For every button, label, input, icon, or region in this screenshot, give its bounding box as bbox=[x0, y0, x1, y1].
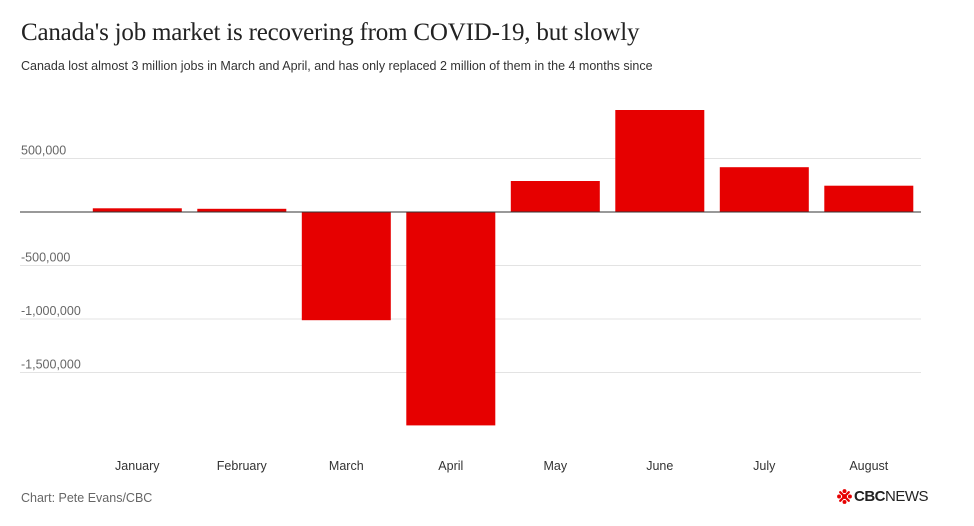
bar-april bbox=[406, 212, 496, 426]
x-tick-label: January bbox=[115, 459, 160, 473]
chart-subtitle: Canada lost almost 3 million jobs in Mar… bbox=[21, 59, 653, 73]
x-tick-label: February bbox=[217, 459, 268, 473]
bar-may bbox=[510, 181, 600, 212]
chart-title: Canada's job market is recovering from C… bbox=[21, 19, 640, 46]
bar-march bbox=[301, 212, 391, 321]
bar-july bbox=[719, 167, 809, 212]
y-tick-label: -1,000,000 bbox=[21, 304, 81, 318]
cbc-gem-icon bbox=[837, 489, 852, 504]
bar-february bbox=[197, 208, 287, 212]
bar-january bbox=[92, 208, 182, 212]
bar-august bbox=[824, 185, 914, 212]
logo-text-cbc: CBC bbox=[854, 488, 886, 505]
bar-june bbox=[615, 110, 705, 212]
y-tick-label: 500,000 bbox=[21, 144, 66, 158]
logo-text-news: NEWS bbox=[885, 488, 929, 505]
bar-layer bbox=[92, 110, 914, 426]
x-tick-label: April bbox=[438, 459, 463, 473]
axis-layer: 500,000 -500,000 -1,000,000 -1,500,000 Janua… bbox=[20, 144, 921, 473]
x-tick-label: July bbox=[753, 459, 776, 473]
chart-source: Chart: Pete Evans/CBC bbox=[21, 491, 153, 505]
cbc-news-logo[interactable]: CBCNEWS bbox=[837, 488, 929, 505]
x-tick-label: March bbox=[329, 459, 364, 473]
y-tick-label: -1,500,000 bbox=[21, 358, 81, 372]
x-tick-label: May bbox=[543, 459, 567, 473]
x-tick-label: June bbox=[646, 459, 673, 473]
y-tick-label: -500,000 bbox=[21, 251, 70, 265]
x-tick-label: August bbox=[849, 459, 888, 473]
